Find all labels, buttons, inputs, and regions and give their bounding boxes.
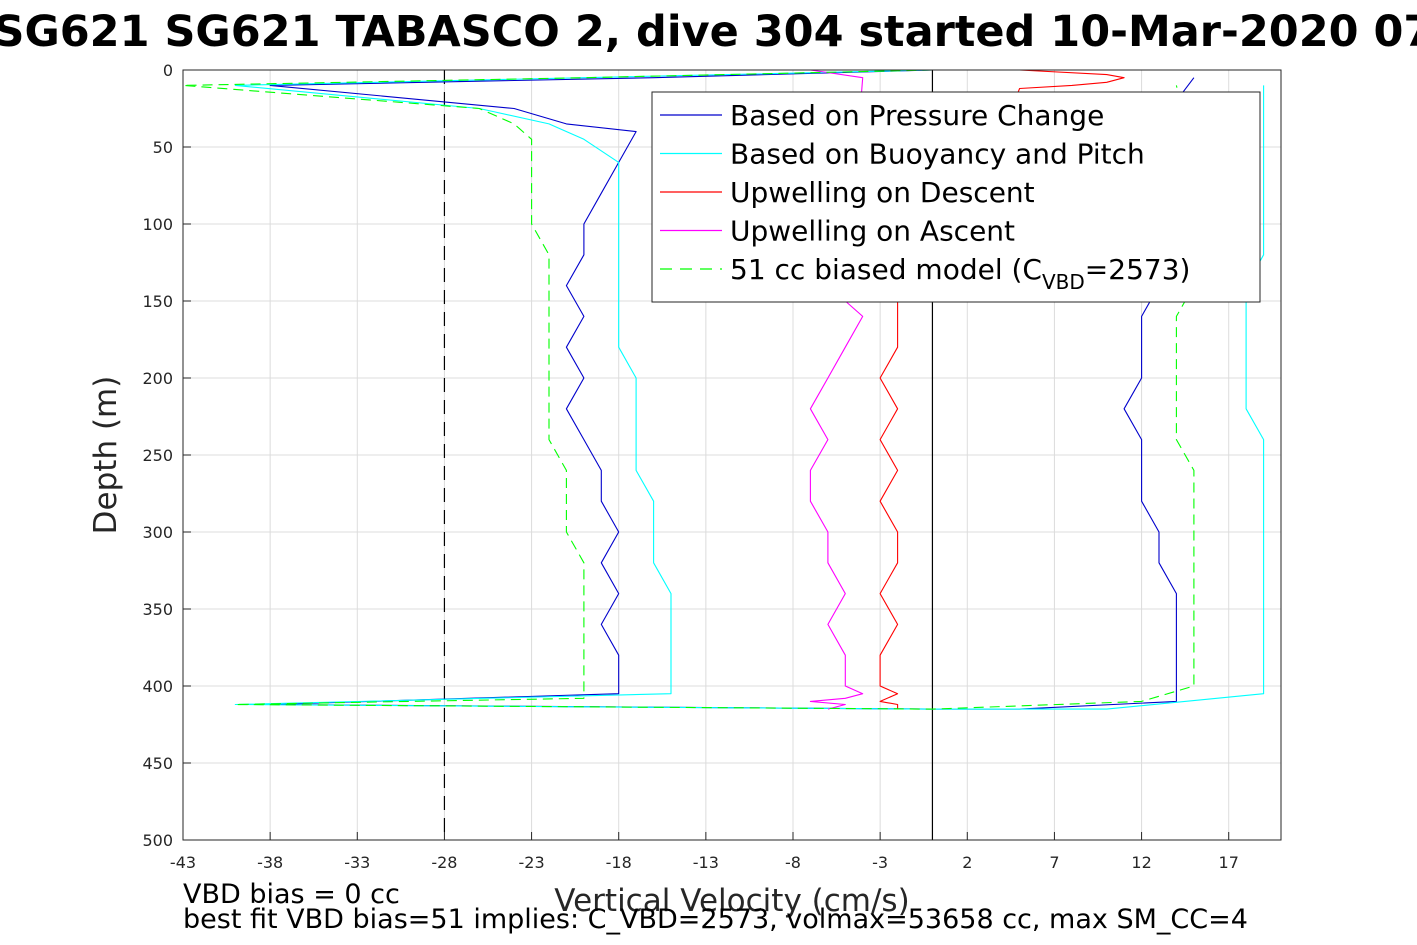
x-axis-ticks: -43 -38 -33 -28 -23 -18 -13 -8 -3 2 7 12 17 bbox=[170, 832, 1239, 872]
x-tick-label: -13 bbox=[693, 853, 719, 872]
y-tick-label: 500 bbox=[142, 831, 173, 850]
y-tick-label: 50 bbox=[153, 138, 173, 157]
y-tick-label: 350 bbox=[142, 600, 173, 619]
x-tick-label: -23 bbox=[519, 853, 545, 872]
series-line-3 bbox=[879, 69, 1125, 710]
legend-label-1: Based on Pressure Change bbox=[730, 99, 1104, 132]
y-axis-label: Depth (m) bbox=[88, 376, 124, 535]
y-tick-label: 100 bbox=[142, 215, 173, 234]
footer-line-2: best fit VBD bias=51 implies: C_VBD=2573… bbox=[183, 904, 1248, 935]
legend-label-5: 51 cc biased model (CVBD=2573) bbox=[730, 253, 1190, 294]
y-tick-label: 200 bbox=[142, 369, 173, 388]
y-tick-label: 450 bbox=[142, 754, 173, 773]
x-tick-label: 7 bbox=[1049, 853, 1059, 872]
x-tick-label: -33 bbox=[344, 853, 370, 872]
y-tick-label: 250 bbox=[142, 446, 173, 465]
x-tick-label: -3 bbox=[872, 853, 888, 872]
legend-box bbox=[651, 91, 1261, 303]
y-tick-label: 150 bbox=[142, 292, 173, 311]
y-tick-label: 400 bbox=[142, 677, 173, 696]
x-tick-label: 12 bbox=[1131, 853, 1151, 872]
x-tick-label: -28 bbox=[431, 853, 457, 872]
footer-line-1: VBD bias = 0 cc bbox=[183, 879, 400, 910]
y-tick-label: 0 bbox=[163, 61, 173, 80]
x-tick-label: 17 bbox=[1219, 853, 1239, 872]
chart-title: SG621 SG621 TABASCO 2, dive 304 started … bbox=[0, 7, 1417, 57]
series-line-4 bbox=[809, 69, 864, 710]
series-line-5 bbox=[182, 69, 1195, 710]
x-tick-label: -43 bbox=[170, 853, 196, 872]
legend: Based on Pressure Change Based on Buoyanc… bbox=[651, 91, 1261, 303]
x-tick-label: 2 bbox=[962, 853, 972, 872]
y-axis-ticks: 0 50 100 150 200 250 300 350 400 450 500 bbox=[142, 61, 191, 850]
legend-label-3: Upwelling on Descent bbox=[730, 176, 1035, 209]
data-series bbox=[182, 69, 1265, 710]
x-tick-label: -38 bbox=[257, 853, 283, 872]
x-axis-label: Vertical Velocity (cm/s) bbox=[554, 883, 909, 919]
legend-label-2: Based on Buoyancy and Pitch bbox=[730, 138, 1145, 171]
x-tick-label: -8 bbox=[785, 853, 801, 872]
x-tick-label: -18 bbox=[606, 853, 632, 872]
series-line-2 bbox=[234, 69, 1265, 710]
y-tick-label: 300 bbox=[142, 523, 173, 542]
legend-label-4: Upwelling on Ascent bbox=[730, 215, 1015, 248]
